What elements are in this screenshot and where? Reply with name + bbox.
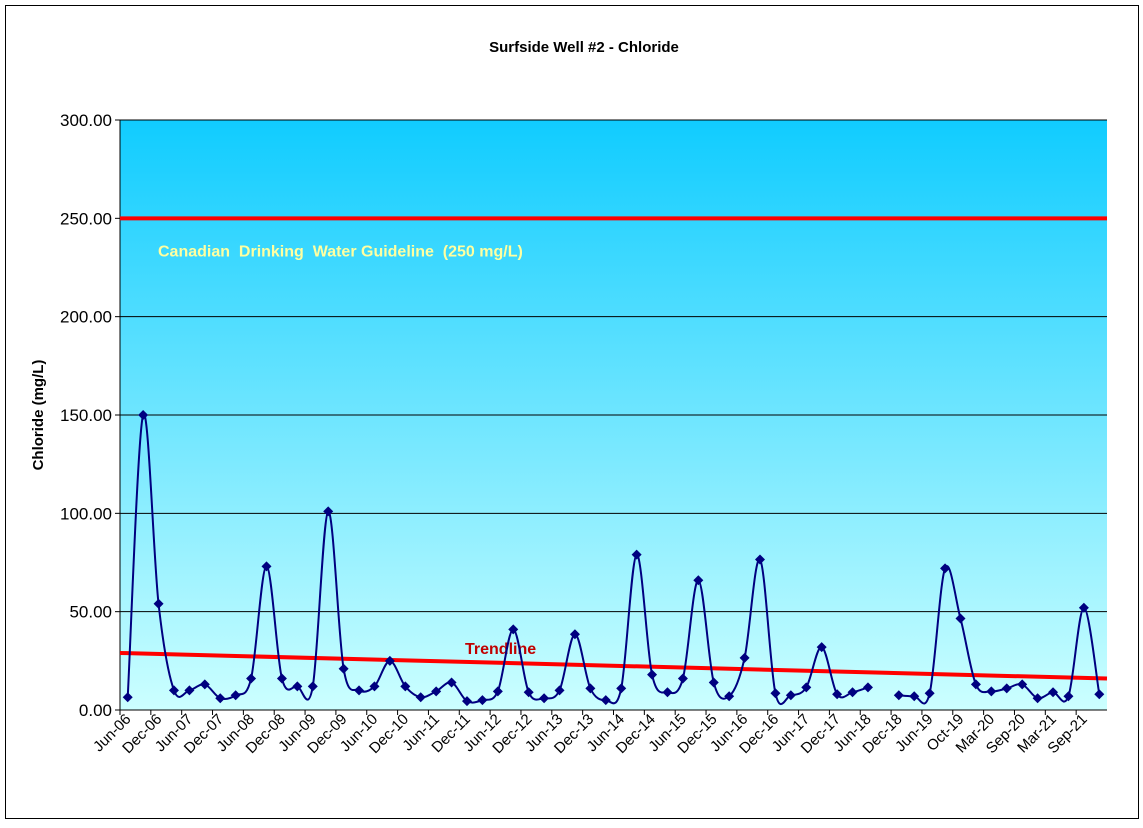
marker [986,686,997,697]
marker [523,687,534,698]
marker [862,682,873,693]
marker [1063,691,1074,702]
marker [323,506,334,517]
marker [785,690,796,701]
y-tick-label: 0.00 [79,701,112,720]
marker [168,685,179,696]
marker [230,690,241,701]
marker [924,688,935,699]
marker [354,685,365,696]
marker [677,673,688,684]
marker [1078,602,1089,613]
marker [461,696,472,707]
marker [1048,687,1059,698]
marker [276,673,287,684]
marker [893,690,904,701]
y-axis-label: Chloride (mg/L) [30,360,47,471]
marker [138,410,149,420]
marker [693,575,704,586]
marker [909,691,920,702]
marker [600,695,611,706]
marker [1094,689,1105,700]
marker [400,681,411,692]
marker [199,679,210,690]
marker [338,663,349,674]
y-tick-label: 200.00 [60,308,112,327]
marker [292,681,303,692]
marker [369,681,380,692]
guideline-label: Canadian Drinking Water Guideline (250 m… [158,243,523,260]
marker [554,685,565,696]
marker [246,673,257,684]
marker [616,683,627,694]
marker [724,691,735,702]
marker [508,624,519,635]
marker [477,695,488,706]
y-tick-label: 150.00 [60,406,112,425]
marker [970,679,981,690]
y-tick-label: 100.00 [60,504,112,523]
marker [755,554,766,565]
marker [307,681,318,692]
marker [631,549,642,560]
marker [1032,693,1043,704]
y-tick-label: 50.00 [69,603,112,622]
marker [569,629,580,640]
chart-title: Surfside Well #2 - Chloride [489,39,679,56]
marker [122,692,133,703]
marker [184,685,195,696]
marker [539,693,550,704]
marker [662,687,673,698]
marker [415,692,426,703]
marker [832,689,843,700]
marker [847,687,858,698]
marker [816,642,827,653]
marker [153,598,164,609]
trendline-label: Trendline [465,641,536,658]
marker [1017,679,1028,690]
marker [446,677,457,688]
marker [585,683,596,694]
y-tick-label: 300.00 [60,111,112,130]
marker [647,669,658,680]
marker [955,613,966,624]
marker [431,686,442,697]
marker [770,688,781,699]
marker [492,686,503,697]
marker [708,677,719,688]
marker [215,693,226,704]
marker [261,561,272,572]
marker [739,652,750,663]
trendline [119,650,1108,681]
y-tick-label: 250.00 [60,209,112,228]
marker [1001,683,1012,694]
marker [940,563,951,574]
marker [801,682,812,693]
marker [384,655,395,666]
